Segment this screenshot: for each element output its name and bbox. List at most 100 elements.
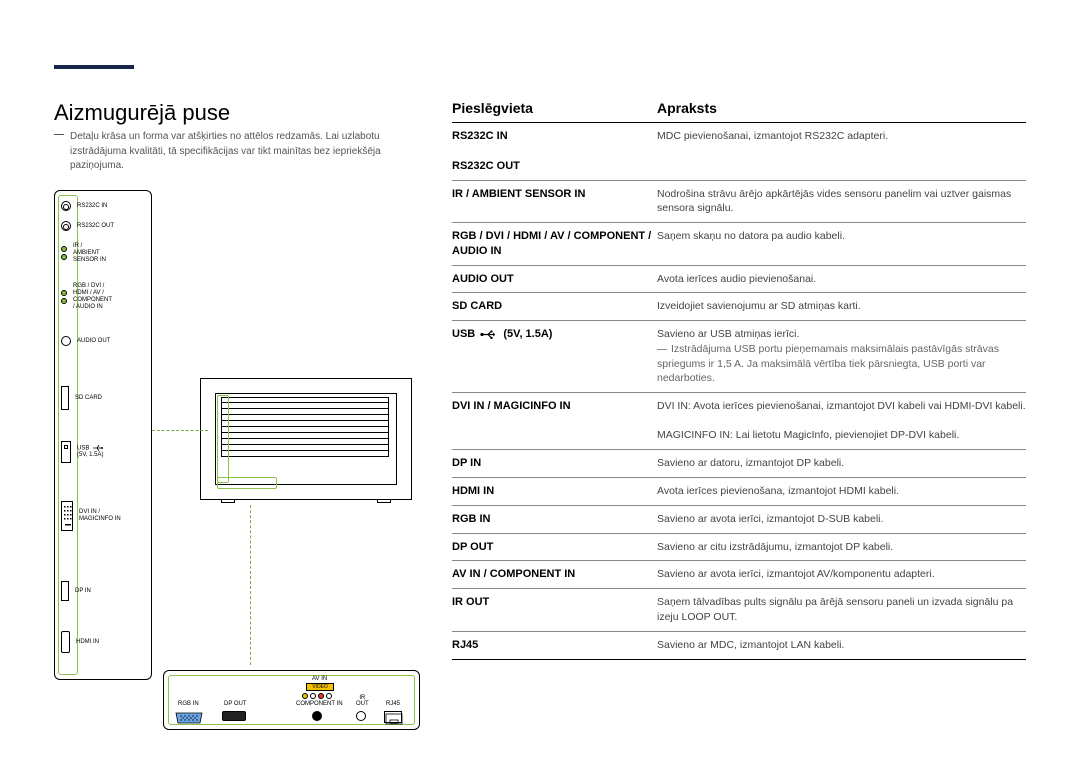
rgb-combo-label: RGB / DVI / HDMI / AV / COMPONENT / AUDI… [73, 283, 112, 311]
row-usb-port: USB (5V, 1.5A) [452, 327, 657, 386]
row-rgb-combo-port: RGB / DVI / HDMI / AV / COMPONENT / AUDI… [452, 229, 657, 259]
usb-note-dash [657, 349, 667, 350]
rs232c-in-port-icon [61, 201, 71, 211]
row-ir-out-desc: Saņem tālvadības pults signālu pa ārējā … [657, 595, 1026, 624]
rgb-in-hlabel: RGB IN [178, 701, 199, 707]
rj45-hlabel: RJ45 [386, 701, 400, 707]
row-rj45: RJ45 Savieno ar MDC, izmantojot LAN kabe… [452, 632, 1026, 660]
ambient-port-icon [61, 254, 67, 260]
rs232c-out-port-icon [61, 221, 71, 231]
row-dp-out: DP OUT Savieno ar citu izstrādājumu, izm… [452, 534, 1026, 562]
note-text: Detaļu krāsa un forma var atšķirties no … [70, 130, 420, 174]
row-rs232c-port: RS232C INRS232C OUT [452, 129, 657, 174]
tv-back-diagram [200, 378, 412, 500]
tv-bottom-highlight [217, 477, 277, 489]
row-rgb-in-port: RGB IN [452, 512, 657, 527]
row-hdmi-in: HDMI IN Avota ierīces pievienošana, izma… [452, 478, 1026, 506]
row-ir-ambient-port: IR / AMBIENT SENSOR IN [452, 187, 657, 216]
usb-trident-icon [93, 445, 103, 451]
row-sd-card-desc: Izveidojiet savienojumu ar SD atmiņas ka… [657, 299, 1026, 314]
hdmi-in-label: HDMI IN [76, 639, 99, 646]
rj45-port-icon [384, 711, 402, 723]
note-dash [54, 134, 64, 135]
th-desc: Apraksts [657, 100, 717, 116]
row-audio-out-port: AUDIO OUT [452, 272, 657, 287]
sd-card-port-icon [61, 386, 69, 410]
dvi-port-icon [61, 501, 73, 531]
row-hdmi-in-port: HDMI IN [452, 484, 657, 499]
tv-foot-right [377, 499, 391, 503]
audio-out-label: AUDIO OUT [77, 338, 110, 345]
av-jack-icon [312, 711, 322, 721]
row-av-component: AV IN / COMPONENT IN Savieno ar avota ie… [452, 561, 1026, 589]
vertical-port-panel: RS232C IN RS232C OUT IR / AMBIENT SENSOR… [54, 190, 152, 680]
row-rj45-desc: Savieno ar MDC, izmantojot LAN kabeli. [657, 638, 1026, 653]
dash-line-v1 [250, 505, 251, 665]
hdmi-in-port-icon [61, 631, 70, 653]
row-dp-out-port: DP OUT [452, 540, 657, 555]
row-dp-out-desc: Savieno ar citu izstrādājumu, izmantojot… [657, 540, 1026, 555]
row-dp-in: DP IN Savieno ar datoru, izmantojot DP k… [452, 450, 1026, 478]
row-ir-ambient-desc: Nodrošina strāvu ārējo apkārtējās vides … [657, 187, 1026, 216]
dp-out-hlabel: DP OUT [224, 701, 247, 707]
row-usb-desc: Savieno ar USB atmiņas ierīci. Izstrādāj… [657, 327, 1026, 386]
rs232c-out-label: RS232C OUT [77, 223, 114, 230]
row-rs232c-desc: MDC pievienošanai, izmantojot RS232C ada… [657, 129, 1026, 174]
ir-out-port-icon [356, 711, 366, 721]
port-description-table: Pieslēgvieta Apraksts RS232C INRS232C OU… [452, 100, 1026, 660]
sd-card-label: SD CARD [75, 395, 102, 402]
ir-ambient-label: IR / AMBIENT SENSOR IN [73, 243, 106, 264]
dp-in-port-icon [61, 581, 69, 601]
row-audio-out: AUDIO OUT Avota ierīces audio pievienoša… [452, 266, 1026, 294]
row-rgb-combo-desc: Saņem skaņu no datora pa audio kabeli. [657, 229, 1026, 259]
strip-highlight [58, 195, 78, 675]
component-in-hlabel: COMPONENT IN [296, 701, 343, 707]
usb-port-icon [61, 441, 71, 463]
row-av-component-port: AV IN / COMPONENT IN [452, 567, 657, 582]
row-dvi-magic-desc: DVI IN: Avota ierīces pievienošanai, izm… [657, 399, 1026, 443]
row-rj45-port: RJ45 [452, 638, 657, 653]
table-header-row: Pieslēgvieta Apraksts [452, 100, 1026, 123]
audio-in-mini-1 [61, 290, 67, 296]
dp-out-port-icon [222, 711, 246, 721]
row-sd-card: SD CARD Izveidojiet savienojumu ar SD at… [452, 293, 1026, 321]
row-dvi-magic-port: DVI IN / MAGICINFO IN [452, 399, 657, 443]
vga-port-icon [174, 711, 204, 729]
row-dp-in-desc: Savieno ar datoru, izmantojot DP kabeli. [657, 456, 1026, 471]
horizontal-port-panel: RGB IN DP OUT AV IN VIDEO COMPONENT IN I… [163, 670, 420, 730]
horiz-highlight [168, 675, 415, 725]
video-tag: VIDEO [306, 683, 334, 691]
tv-side-highlight [217, 395, 229, 483]
tv-foot-left [221, 499, 235, 503]
row-audio-out-desc: Avota ierīces audio pievienošanai. [657, 272, 1026, 287]
dp-in-label: DP IN [75, 588, 91, 595]
page-title: Aizmugurējā puse [54, 100, 230, 126]
rs232c-in-label: RS232C IN [77, 203, 107, 210]
row-rs232c: RS232C INRS232C OUT MDC pievienošanai, i… [452, 123, 1026, 181]
dvi-magic-label: DVI IN / MAGICINFO IN [79, 509, 121, 523]
component-dots [302, 693, 332, 699]
row-rgb-in: RGB IN Savieno ar avota ierīci, izmantoj… [452, 506, 1026, 534]
audio-out-port-icon [61, 336, 71, 346]
audio-in-mini-2 [61, 298, 67, 304]
row-ir-out-port: IR OUT [452, 595, 657, 624]
row-sd-card-port: SD CARD [452, 299, 657, 314]
row-ir-out: IR OUT Saņem tālvadības pults signālu pa… [452, 589, 1026, 631]
av-in-hlabel: AV IN [312, 676, 327, 682]
row-hdmi-in-desc: Avota ierīces pievienošana, izmantojot H… [657, 484, 1026, 499]
tv-vent-grid [221, 397, 389, 457]
row-ir-ambient: IR / AMBIENT SENSOR IN Nodrošina strāvu … [452, 181, 1026, 223]
row-usb: USB (5V, 1.5A) Savieno ar USB atmiņas ie… [452, 321, 1026, 393]
usb-trident-icon [480, 330, 498, 339]
usb-label: USB (5V, 1.5A) [77, 445, 105, 459]
row-dp-in-port: DP IN [452, 456, 657, 471]
row-rgb-in-desc: Savieno ar avota ierīci, izmantojot D-SU… [657, 512, 1026, 527]
ir-port-icon [61, 246, 67, 252]
header-accent-bar [54, 65, 134, 69]
dash-line-h1 [152, 430, 208, 431]
row-rgb-combo: RGB / DVI / HDMI / AV / COMPONENT / AUDI… [452, 223, 1026, 266]
row-dvi-magic: DVI IN / MAGICINFO IN DVI IN: Avota ierī… [452, 393, 1026, 450]
th-port: Pieslēgvieta [452, 100, 657, 116]
row-av-component-desc: Savieno ar avota ierīci, izmantojot AV/k… [657, 567, 1026, 582]
ir-out-hlabel: IR OUT [356, 695, 369, 707]
